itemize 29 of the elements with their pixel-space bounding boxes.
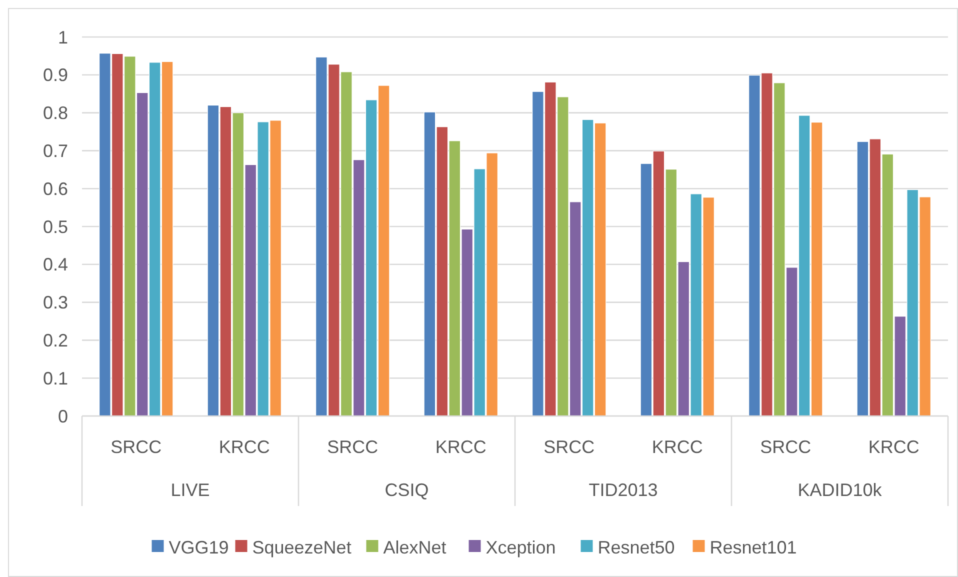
text: KADID10k bbox=[798, 480, 883, 500]
text: LIVE bbox=[170, 480, 210, 500]
legend-label: VGG19 bbox=[168, 537, 229, 558]
text: CSIQ bbox=[384, 480, 429, 500]
y-tick-label: 1 bbox=[58, 27, 68, 48]
y-tick-label: 0.1 bbox=[42, 368, 68, 388]
text: TID2013 bbox=[588, 480, 658, 500]
y-tick-label: 0.2 bbox=[42, 330, 68, 350]
legend-label: Resnet101 bbox=[710, 537, 797, 558]
x-tick-label: KRCC bbox=[435, 437, 486, 457]
x-tick-label: KRCC bbox=[652, 437, 703, 457]
y-tick-label: 0.5 bbox=[42, 216, 68, 237]
y-tick-label: 0.6 bbox=[42, 178, 68, 199]
y-tick-label: 0.9 bbox=[42, 65, 68, 86]
y-tick-label: 0.3 bbox=[42, 292, 68, 313]
x-tick-label: SRCC bbox=[760, 437, 812, 457]
legend-label: SqueezeNet bbox=[252, 537, 352, 558]
y-tick-label: 0.4 bbox=[42, 254, 68, 275]
legend-label: Resnet50 bbox=[598, 537, 675, 558]
y-tick-label: 0.7 bbox=[42, 141, 68, 161]
x-tick-label: SRCC bbox=[544, 437, 595, 457]
y-tick-label: 0.8 bbox=[42, 103, 68, 124]
y-tick-label: 0 bbox=[58, 406, 68, 426]
legend-label: Xception bbox=[486, 537, 556, 558]
x-tick-label: SRCC bbox=[110, 437, 162, 457]
legend-label: AlexNet bbox=[383, 537, 446, 558]
x-tick-label: KRCC bbox=[218, 437, 270, 457]
x-tick-label: KRCC bbox=[868, 437, 920, 457]
x-tick-label: SRCC bbox=[327, 437, 378, 457]
